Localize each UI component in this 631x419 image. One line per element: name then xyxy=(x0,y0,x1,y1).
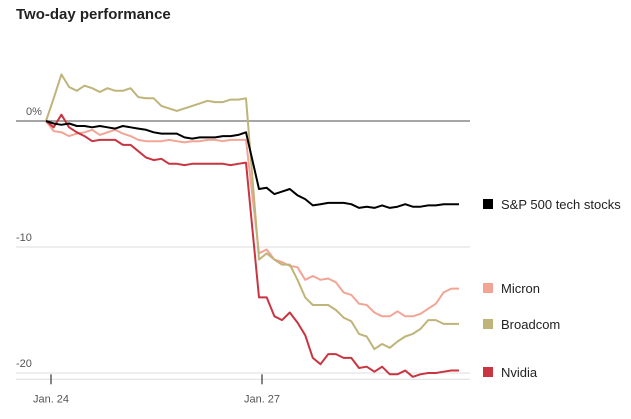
series-layer xyxy=(45,73,459,378)
legend-label: S&P 500 tech stocks xyxy=(501,197,621,212)
series-line-nvidia xyxy=(45,113,459,378)
y-tick-label: 0% xyxy=(26,106,42,118)
series-line-micron xyxy=(45,120,459,318)
y-tick-label: -20 xyxy=(16,358,32,370)
legend-swatch xyxy=(483,367,493,377)
chart-title: Two-day performance xyxy=(16,6,171,23)
legend-label: Broadcom xyxy=(501,317,560,332)
x-tick-label: Jan. 24 xyxy=(33,393,69,405)
legend: S&P 500 tech stocks Micron Broadcom Nvidia xyxy=(483,197,621,380)
x-axis: Jan. 24 Jan. 27 xyxy=(16,374,470,405)
series-line-s-p-500-tech-stocks xyxy=(45,120,459,209)
y-tick-label: -10 xyxy=(16,232,32,244)
grid-layer: 0% -10 -20 xyxy=(16,106,470,374)
legend-swatch xyxy=(483,319,493,329)
x-tick-label: Jan. 27 xyxy=(244,393,280,405)
series-line-broadcom xyxy=(45,73,459,351)
legend-swatch xyxy=(483,199,493,209)
legend-label: Nvidia xyxy=(501,365,538,380)
legend-swatch xyxy=(483,283,493,293)
legend-label: Micron xyxy=(501,281,540,296)
